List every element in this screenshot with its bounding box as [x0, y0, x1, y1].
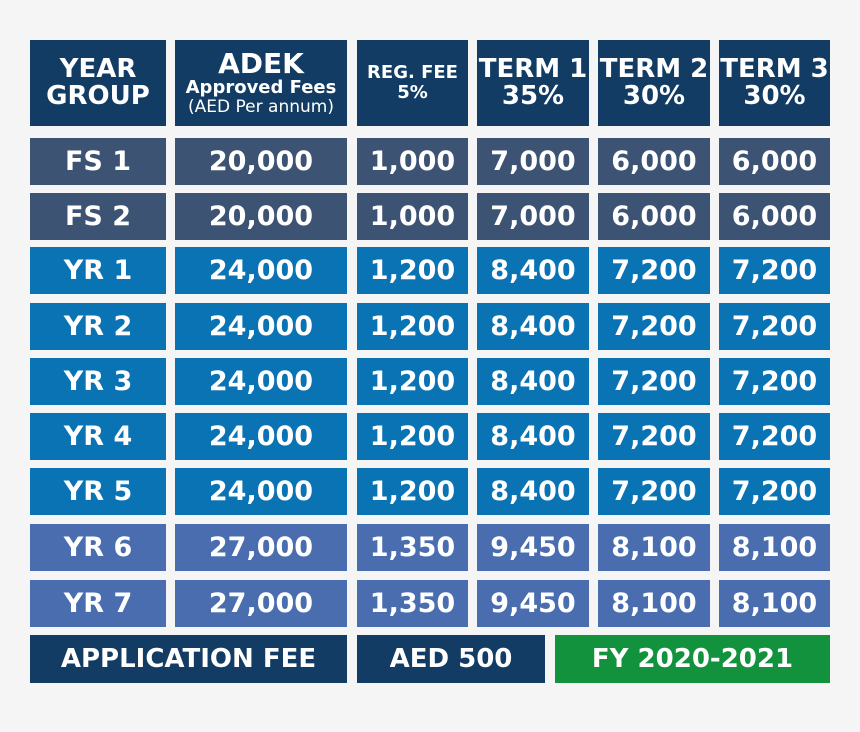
header-adek-subtitle: Approved Fees — [185, 76, 337, 98]
cell-term3: 7,200 — [719, 413, 830, 460]
cell-term2: 7,200 — [598, 358, 710, 405]
cell-reg-fee: 1,200 — [357, 247, 468, 294]
cell-year-group: YR 5 — [30, 468, 166, 515]
cell-term3: 8,100 — [719, 580, 830, 627]
header-term2-percent: 30% — [622, 81, 686, 111]
cell-term2: 8,100 — [598, 580, 710, 627]
cell-year-group: YR 7 — [30, 580, 166, 627]
cell-reg-fee: 1,000 — [357, 138, 468, 185]
cell-term1: 8,400 — [477, 413, 589, 460]
application-fee-value: AED 500 — [357, 635, 545, 683]
cell-term1: 8,400 — [477, 303, 589, 350]
header-adek-fees: ADEK Approved Fees (AED Per annum) — [175, 40, 347, 126]
cell-year-group: YR 3 — [30, 358, 166, 405]
cell-term2: 7,200 — [598, 468, 710, 515]
application-fee-label: APPLICATION FEE — [30, 635, 347, 683]
header-reg-fee-label: REG. FEE — [367, 62, 458, 83]
cell-term2: 6,000 — [598, 138, 710, 185]
header-term1-label: TERM 1 — [478, 54, 588, 84]
cell-adek-fee: 27,000 — [175, 580, 347, 627]
cell-term3: 7,200 — [719, 247, 830, 294]
header-reg-fee: REG. FEE 5% — [357, 40, 468, 126]
header-term2-label: TERM 2 — [599, 54, 709, 84]
cell-term1: 9,450 — [477, 524, 589, 571]
cell-term2: 8,100 — [598, 524, 710, 571]
header-year-group-line1: YEAR — [59, 54, 137, 84]
cell-reg-fee: 1,350 — [357, 580, 468, 627]
cell-term3: 6,000 — [719, 138, 830, 185]
cell-term3: 7,200 — [719, 358, 830, 405]
cell-reg-fee: 1,350 — [357, 524, 468, 571]
header-term3-label: TERM 3 — [720, 54, 829, 84]
header-term3-percent: 30% — [743, 81, 806, 111]
cell-adek-fee: 24,000 — [175, 247, 347, 294]
header-term1-percent: 35% — [501, 81, 565, 111]
cell-adek-fee: 24,000 — [175, 413, 347, 460]
cell-term3: 8,100 — [719, 524, 830, 571]
cell-reg-fee: 1,200 — [357, 413, 468, 460]
cell-term2: 6,000 — [598, 193, 710, 240]
cell-reg-fee: 1,200 — [357, 468, 468, 515]
cell-term3: 7,200 — [719, 303, 830, 350]
cell-term1: 8,400 — [477, 247, 589, 294]
cell-year-group: FS 1 — [30, 138, 166, 185]
fiscal-year-badge: FY 2020-2021 — [555, 635, 830, 683]
cell-term3: 6,000 — [719, 193, 830, 240]
cell-term2: 7,200 — [598, 303, 710, 350]
cell-term1: 8,400 — [477, 358, 589, 405]
cell-term1: 7,000 — [477, 138, 589, 185]
header-adek-title: ADEK — [218, 46, 304, 80]
header-reg-fee-percent: 5% — [397, 82, 428, 103]
cell-term1: 7,000 — [477, 193, 589, 240]
cell-term1: 8,400 — [477, 468, 589, 515]
cell-term3: 7,200 — [719, 468, 830, 515]
header-year-group: YEAR GROUP — [30, 40, 166, 126]
cell-adek-fee: 24,000 — [175, 303, 347, 350]
cell-term2: 7,200 — [598, 413, 710, 460]
cell-year-group: YR 6 — [30, 524, 166, 571]
cell-term1: 9,450 — [477, 580, 589, 627]
cell-adek-fee: 20,000 — [175, 138, 347, 185]
cell-year-group: YR 4 — [30, 413, 166, 460]
cell-adek-fee: 20,000 — [175, 193, 347, 240]
header-adek-unit: (AED Per annum) — [188, 96, 334, 117]
header-term1: TERM 1 35% — [477, 40, 589, 126]
cell-year-group: YR 1 — [30, 247, 166, 294]
cell-adek-fee: 27,000 — [175, 524, 347, 571]
cell-term2: 7,200 — [598, 247, 710, 294]
cell-reg-fee: 1,200 — [357, 303, 468, 350]
cell-reg-fee: 1,000 — [357, 193, 468, 240]
cell-reg-fee: 1,200 — [357, 358, 468, 405]
header-term3: TERM 3 30% — [719, 40, 830, 126]
header-term2: TERM 2 30% — [598, 40, 710, 126]
cell-adek-fee: 24,000 — [175, 468, 347, 515]
cell-adek-fee: 24,000 — [175, 358, 347, 405]
cell-year-group: FS 2 — [30, 193, 166, 240]
header-year-group-line2: GROUP — [46, 81, 150, 111]
cell-year-group: YR 2 — [30, 303, 166, 350]
